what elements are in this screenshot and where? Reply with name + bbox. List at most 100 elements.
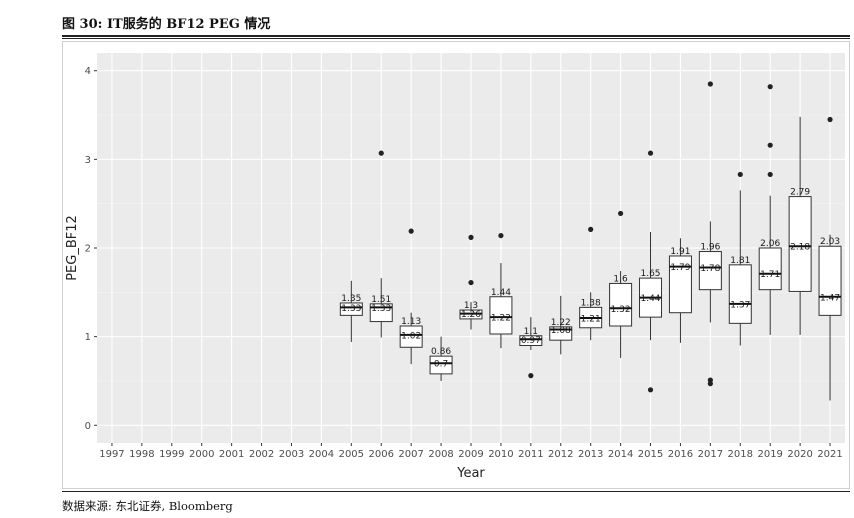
y-tick-label: 4 (85, 66, 91, 77)
box-2018: 1.81 1.37 (728, 171, 752, 346)
box-body (818, 245, 842, 316)
x-tick-label: 2018 (728, 449, 753, 460)
box-label-upper: 1.91 (670, 247, 690, 257)
x-tick-label: 2012 (548, 449, 573, 460)
x-tick-label: 2004 (309, 449, 334, 460)
box-label-upper: 1.22 (551, 318, 571, 328)
y-axis-title: PEG_BF12 (65, 215, 80, 281)
box-label-median: 1.21 (581, 315, 601, 325)
x-tick-label: 2016 (668, 449, 693, 460)
box-label-median: 1.71 (760, 270, 780, 280)
box-label-median: 1.02 (401, 331, 421, 341)
box-body (339, 302, 363, 316)
outlier-point (528, 373, 534, 379)
outlier-point (468, 234, 474, 240)
outlier-point (618, 210, 624, 217)
outlier-point (767, 171, 773, 178)
box-label-median: 1.22 (491, 314, 511, 324)
box-label-upper: 0.86 (431, 347, 451, 357)
chart-frame (62, 41, 850, 489)
y-tick-label: 3 (85, 155, 91, 166)
y-axis-ticks: 0 1 2 3 4 (85, 66, 97, 432)
box-label-upper: 1.3 (464, 301, 478, 311)
outlier-point (707, 81, 713, 87)
box-2012: 1.221.08 (549, 295, 573, 355)
boxes-layer: 1.351.331.511.331.131.020.860.71.31.261.… (339, 81, 842, 401)
box-label-median: 1.32 (611, 305, 631, 315)
box-body (668, 255, 692, 314)
box-label-median: 1.44 (640, 294, 660, 304)
outlier-point (767, 142, 773, 148)
x-tick-label: 1998 (129, 449, 154, 460)
box-label-median: 1.37 (730, 300, 750, 310)
box-label-upper: 2.06 (760, 239, 780, 249)
y-tick-label: 2 (85, 244, 91, 255)
box-2008: 0.86 0.7 (429, 336, 453, 381)
box-2009: 1.31.26 (459, 234, 483, 330)
box-label-upper: 1.44 (491, 288, 511, 298)
x-tick-label: 2006 (369, 449, 394, 460)
outlier-point (647, 150, 654, 156)
top-rule (62, 35, 850, 37)
source-note: 数据来源: 东北证券, Bloomberg (62, 499, 233, 513)
x-tick-label: 2020 (787, 449, 812, 460)
top-rule-thin (62, 38, 850, 39)
x-tick-label: 2001 (219, 449, 244, 460)
box-2010: 1.44 1.22 (489, 232, 513, 349)
x-tick-label: 2011 (518, 449, 543, 460)
x-tick-label: 2015 (638, 449, 663, 460)
box-body (728, 264, 752, 324)
x-axis-ticks: 1997 1998 1999 2000 2001 2002 2003 2004 2005 2006… (99, 443, 843, 460)
x-tick-label: 2010 (488, 449, 513, 460)
box-label-upper: 1.51 (371, 295, 391, 305)
box-label-median: 2.18 (790, 243, 810, 253)
x-tick-label: 2014 (608, 449, 633, 460)
box-2021: 2.03 1.47 (818, 116, 842, 401)
box-label-upper: 2.03 (820, 237, 840, 247)
x-tick-label: 2019 (757, 449, 782, 460)
box-label-median: 1.08 (551, 326, 571, 336)
x-tick-label: 2002 (249, 449, 274, 460)
box-body (758, 247, 782, 291)
y-tick-label: 1 (85, 332, 91, 343)
outlier-point (378, 150, 384, 156)
figure-title: 图 30: IT服务的 BF12 PEG 情况 (62, 17, 271, 32)
outlier-point (647, 387, 654, 393)
box-body (519, 335, 543, 346)
x-tick-label: 2003 (279, 449, 304, 460)
box-label-median: 0.97 (521, 336, 541, 346)
box-label-upper: 1.35 (341, 294, 361, 304)
outlier-point (767, 84, 773, 90)
box-body (788, 196, 812, 292)
box-label-median: 1.47 (820, 293, 840, 303)
box-body (609, 282, 633, 327)
box-label-upper: 1.38 (581, 298, 601, 308)
x-tick-label: 2008 (428, 449, 453, 460)
box-2017: 1.96 1.78 (698, 81, 722, 387)
box-2019: 2.06 1.71 (758, 84, 782, 335)
x-tick-label: 2005 (339, 449, 364, 460)
x-tick-label: 2021 (817, 449, 842, 460)
box-body (698, 251, 722, 291)
x-tick-label: 2017 (698, 449, 723, 460)
box-label-median: 1.26 (461, 310, 481, 320)
x-axis-title: Year (456, 466, 485, 481)
box-body (489, 296, 513, 335)
y-tick-label: 0 (85, 421, 91, 432)
box-body (429, 355, 453, 375)
bottom-rule (62, 491, 850, 492)
outlier-point (468, 279, 474, 286)
outlier-point (408, 228, 414, 234)
x-tick-label: 2009 (458, 449, 483, 460)
box-label-median: 1.33 (371, 304, 391, 314)
box-2014: 1.6 1.32 (609, 210, 633, 358)
box-label-median: 0.7 (434, 360, 448, 370)
box-2016: 1.91 1.79 (668, 238, 692, 343)
box-2015: 1.65 1.44 (639, 150, 663, 393)
box-label-upper: 2.79 (790, 188, 810, 198)
box-2020: 2.79 2.18 (788, 116, 812, 335)
box-label-upper: 1.81 (730, 256, 750, 266)
outlier-point (498, 232, 504, 239)
box-2011: 1.10.97 (519, 317, 543, 379)
